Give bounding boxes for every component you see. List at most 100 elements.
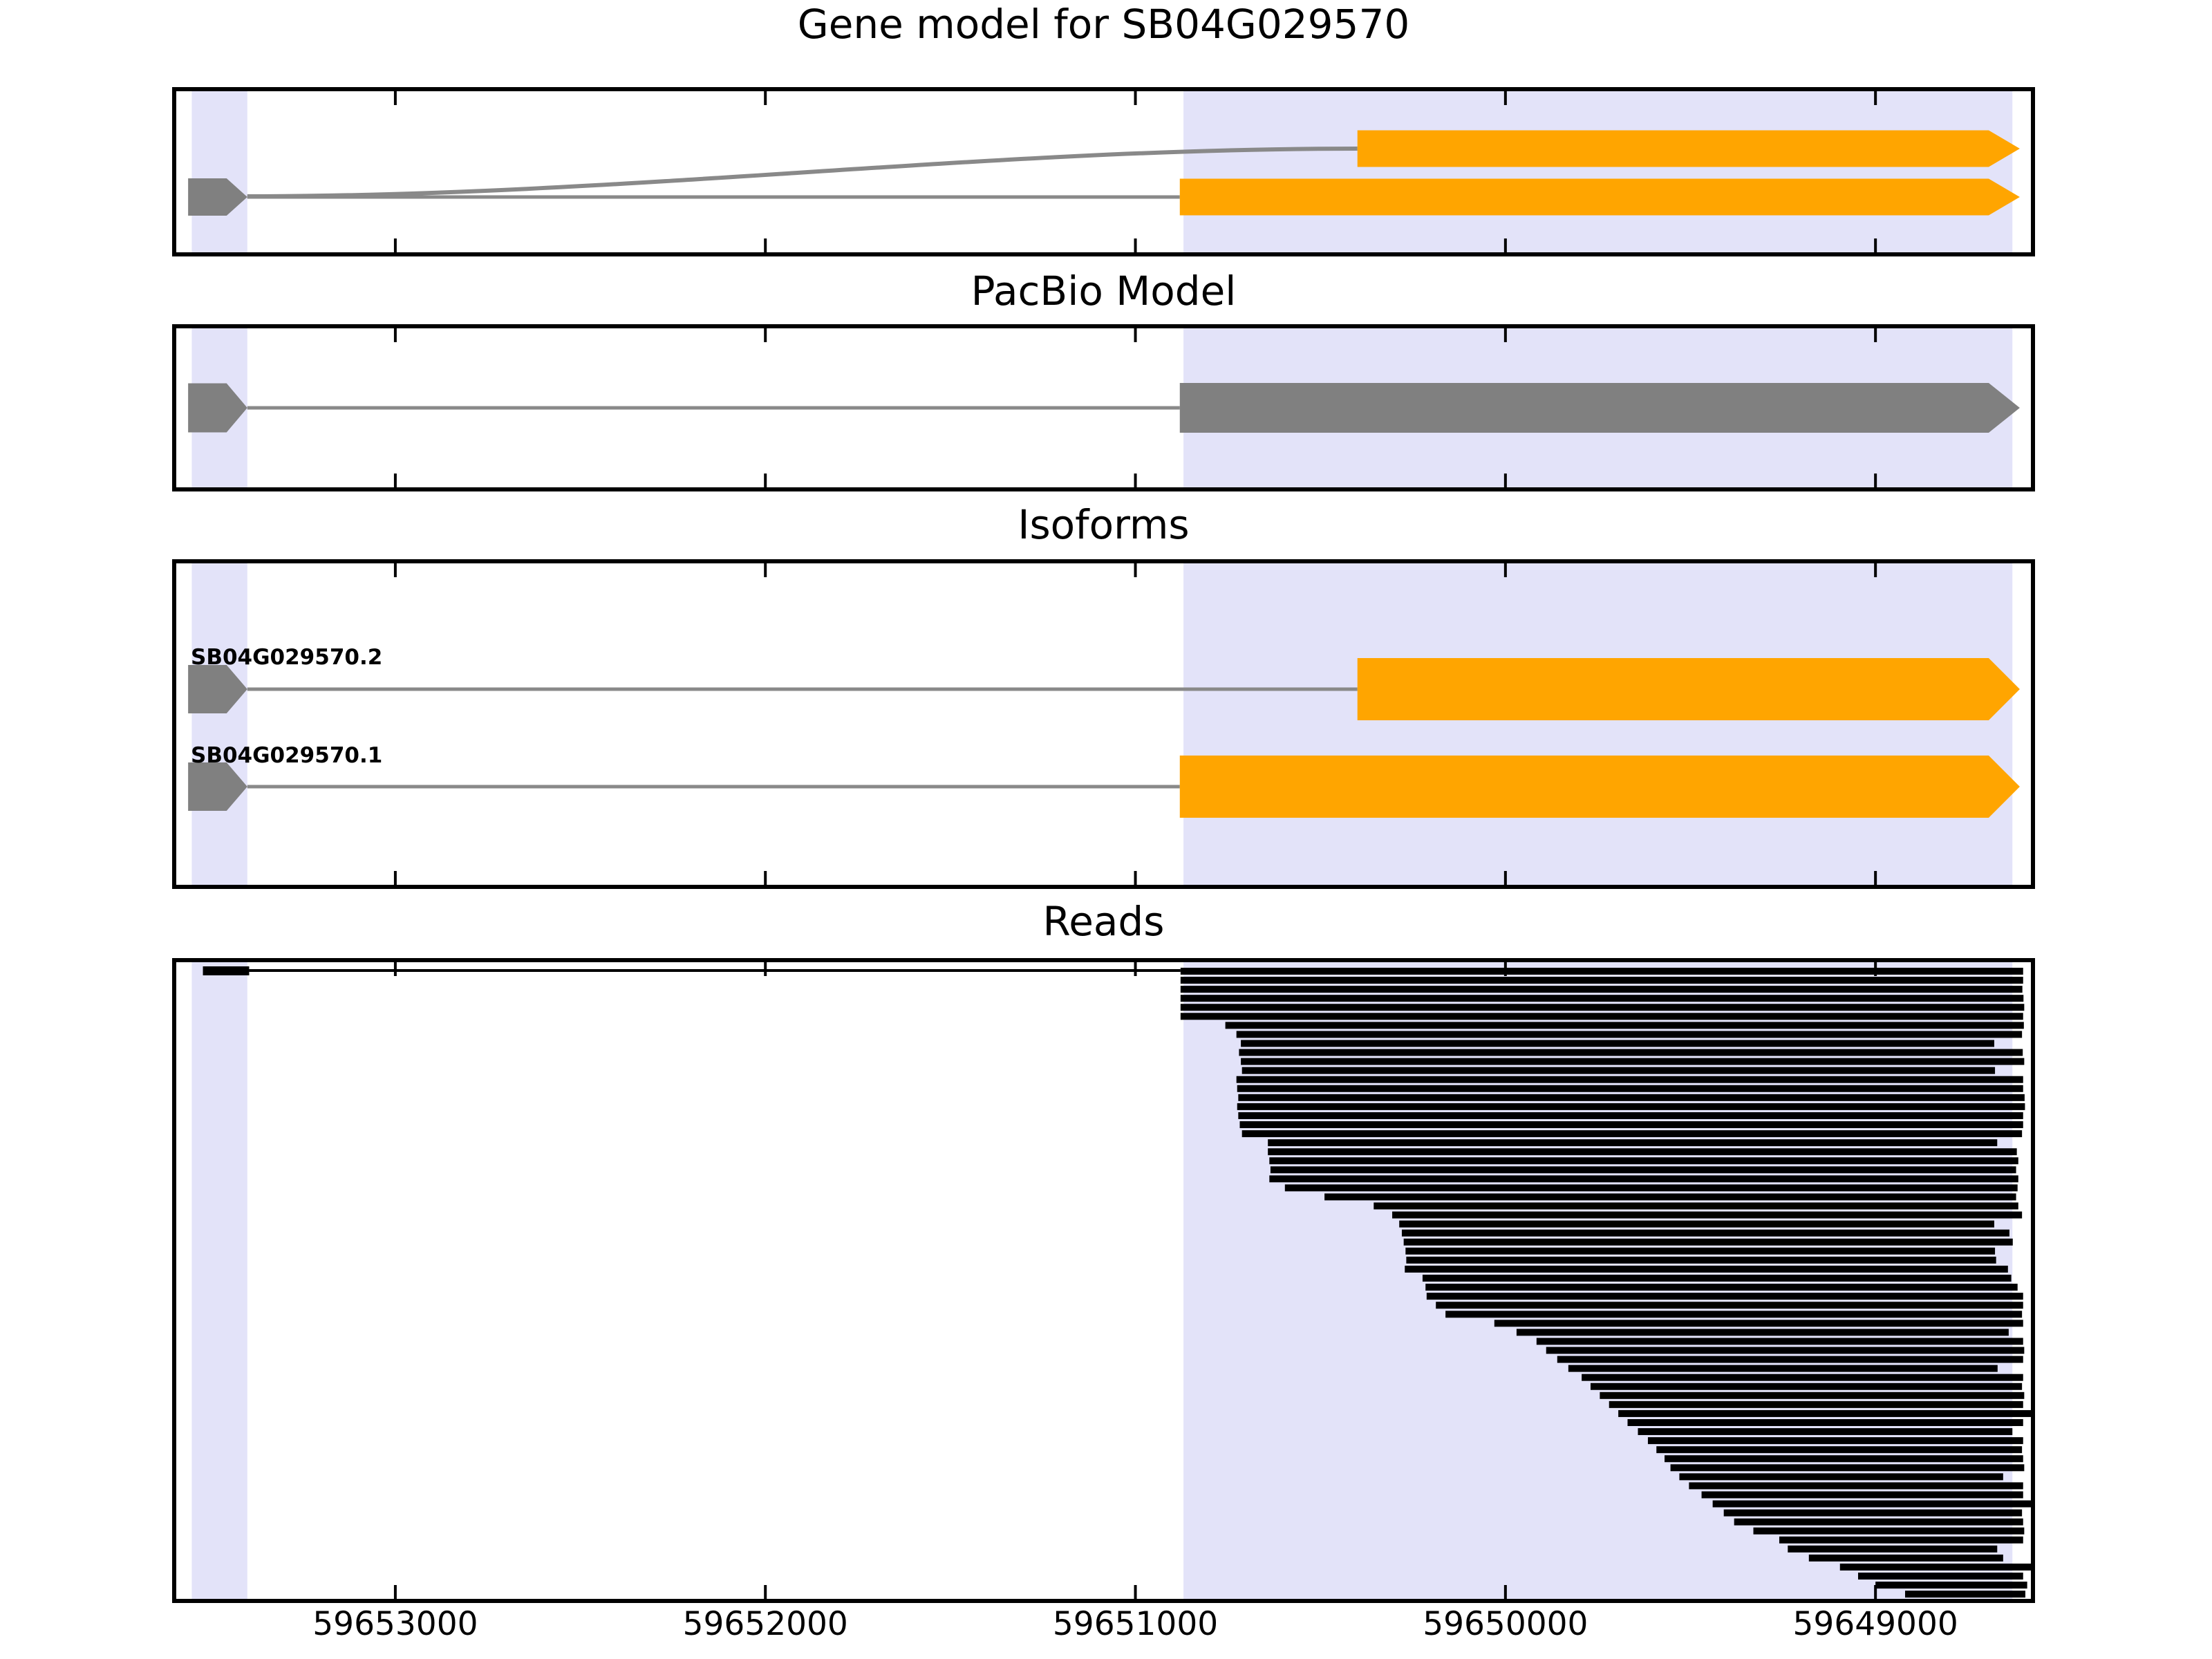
- isoforms-panel: [172, 559, 2035, 889]
- isoforms-title: Isoforms: [1018, 501, 1190, 548]
- read: [1237, 1103, 2025, 1110]
- reads-panel: [172, 958, 2035, 1603]
- axis-tick: [1134, 238, 1137, 252]
- axis-tick: [1874, 563, 1877, 577]
- axis-tick: [1134, 1585, 1137, 1599]
- pacbio-model-title: PacBio Model: [971, 268, 1237, 315]
- axis-tick: [1134, 563, 1137, 577]
- read: [1241, 1058, 2025, 1065]
- axis-tick: [1503, 1585, 1507, 1599]
- intron-curve: [247, 147, 1358, 198]
- axis-tick: [1503, 328, 1507, 342]
- read: [1405, 1247, 1996, 1255]
- gene-model-track: [188, 91, 2020, 252]
- pacbio-model-panel: [172, 324, 2035, 491]
- read: [1225, 1022, 2024, 1029]
- intron-line: [247, 406, 1180, 410]
- read: [1647, 1437, 2023, 1445]
- read: [1180, 977, 2023, 984]
- read: [1180, 986, 2023, 993]
- isoform-exon: [1357, 658, 2020, 720]
- highlight-region: [191, 91, 247, 252]
- read: [1324, 1193, 2016, 1201]
- pacbio-exon: [1179, 383, 2020, 433]
- read: [1839, 1563, 2031, 1571]
- axis-tick: [764, 474, 767, 487]
- intron-line: [247, 195, 1180, 199]
- x-tick-label: 59652000: [682, 1605, 848, 1643]
- read: [1568, 1365, 1998, 1372]
- read: [1546, 1347, 2025, 1354]
- read: [1582, 1374, 2023, 1381]
- highlight-region: [1183, 563, 2013, 885]
- isoform-first-exon: [188, 665, 247, 713]
- read: [1638, 1428, 2013, 1436]
- read: [1445, 1311, 2023, 1318]
- axis-tick: [1874, 91, 1877, 105]
- axis-tick: [1134, 91, 1137, 105]
- gene-model-title: Gene model for SB04G029570: [797, 1, 1410, 48]
- read: [1399, 1220, 1995, 1228]
- axis-tick: [1874, 328, 1877, 342]
- read: [1268, 1148, 2017, 1156]
- read: [1788, 1545, 1998, 1553]
- read: [1665, 1455, 2023, 1463]
- read: [1618, 1409, 2031, 1417]
- highlight-region: [1183, 91, 2013, 252]
- intron-line: [247, 687, 1358, 691]
- read: [1436, 1302, 2023, 1309]
- isoform-label-2: SB04G029570.2: [191, 645, 383, 670]
- axis-tick: [764, 238, 767, 252]
- read: [1670, 1464, 2025, 1472]
- read: [1180, 968, 2023, 975]
- read: [1406, 1256, 1996, 1264]
- intron-line: [247, 785, 1180, 789]
- axis-tick: [1503, 238, 1507, 252]
- read: [1609, 1400, 2023, 1408]
- read: [1269, 1175, 2018, 1183]
- x-tick-label: 59650000: [1423, 1605, 1588, 1643]
- read: [1269, 1157, 2018, 1165]
- read: [1241, 1040, 1995, 1047]
- isoform-exon: [1179, 756, 2020, 818]
- isoform-label-1: SB04G029570.1: [191, 743, 383, 768]
- isoforms-track: [188, 563, 2020, 885]
- x-tick-label: 59649000: [1792, 1605, 1958, 1643]
- axis-tick: [1874, 474, 1877, 487]
- read: [1679, 1473, 2003, 1481]
- pacbio-model-track: [188, 328, 2020, 487]
- axis-tick: [1503, 91, 1507, 105]
- axis-tick: [393, 1585, 397, 1599]
- pacbio-first-exon: [188, 383, 247, 433]
- highlight-region: [191, 563, 247, 885]
- read: [1808, 1554, 2003, 1562]
- gene-first-exon: [188, 178, 247, 216]
- read-left-exon: [203, 966, 250, 975]
- axis-tick: [1874, 238, 1877, 252]
- axis-tick: [764, 1585, 767, 1599]
- read: [1270, 1166, 2016, 1174]
- axis-tick: [1874, 871, 1877, 885]
- read: [1712, 1500, 2031, 1508]
- read: [1590, 1382, 2023, 1390]
- read: [1180, 1013, 2023, 1020]
- read: [1425, 1284, 2018, 1291]
- read: [1238, 1112, 2023, 1119]
- axis-tick: [393, 563, 397, 577]
- axis-tick: [1134, 474, 1137, 487]
- read: [1401, 1229, 2009, 1237]
- read: [1516, 1329, 2009, 1336]
- read: [1779, 1536, 2023, 1544]
- axis-tick: [393, 91, 397, 105]
- axis-tick: [1503, 563, 1507, 577]
- read: [1701, 1491, 2023, 1499]
- read-intron: [249, 969, 1181, 972]
- read: [1600, 1391, 2025, 1399]
- axis-tick: [1503, 474, 1507, 487]
- axis-tick: [1134, 328, 1137, 342]
- reads-title: Reads: [1042, 898, 1165, 945]
- read: [1689, 1482, 2023, 1490]
- read: [1241, 1067, 1996, 1074]
- gene-model-panel: [172, 87, 2035, 256]
- gene-exon-top: [1357, 130, 2020, 167]
